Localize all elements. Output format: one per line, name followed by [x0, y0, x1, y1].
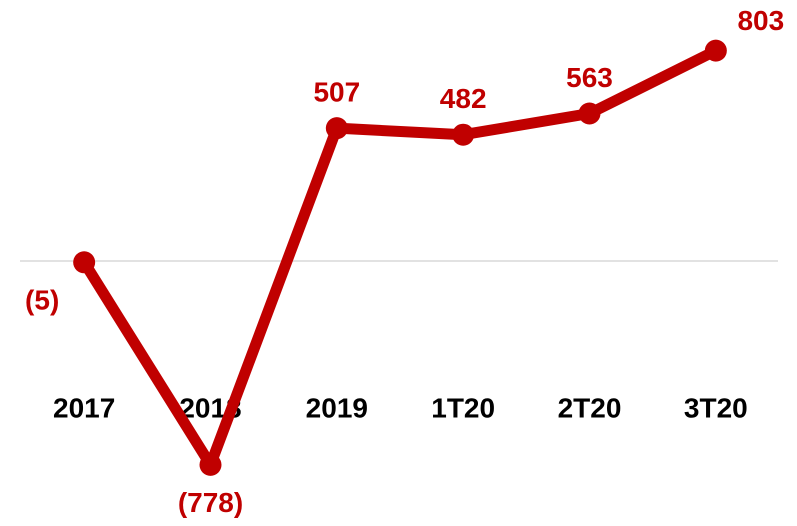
- data-label: 563: [566, 62, 613, 93]
- x-tick-label: 2T20: [558, 392, 622, 423]
- data-label: (5): [25, 285, 59, 316]
- x-tick-label: 2017: [53, 392, 115, 423]
- data-line: [79, 45, 719, 471]
- data-label: (778): [178, 487, 243, 518]
- data-label: 803: [737, 5, 784, 36]
- x-tick-label: 3T20: [684, 392, 748, 423]
- x-tick-label: 1T20: [431, 392, 495, 423]
- data-point: [73, 251, 96, 274]
- x-tick-label: 2019: [306, 392, 368, 423]
- data-label: 482: [440, 83, 487, 114]
- data-point: [578, 102, 601, 125]
- data-point: [452, 123, 475, 146]
- data-point: [199, 453, 222, 476]
- data-point: [325, 117, 348, 140]
- data-label: 507: [313, 77, 360, 108]
- data-point: [704, 39, 727, 62]
